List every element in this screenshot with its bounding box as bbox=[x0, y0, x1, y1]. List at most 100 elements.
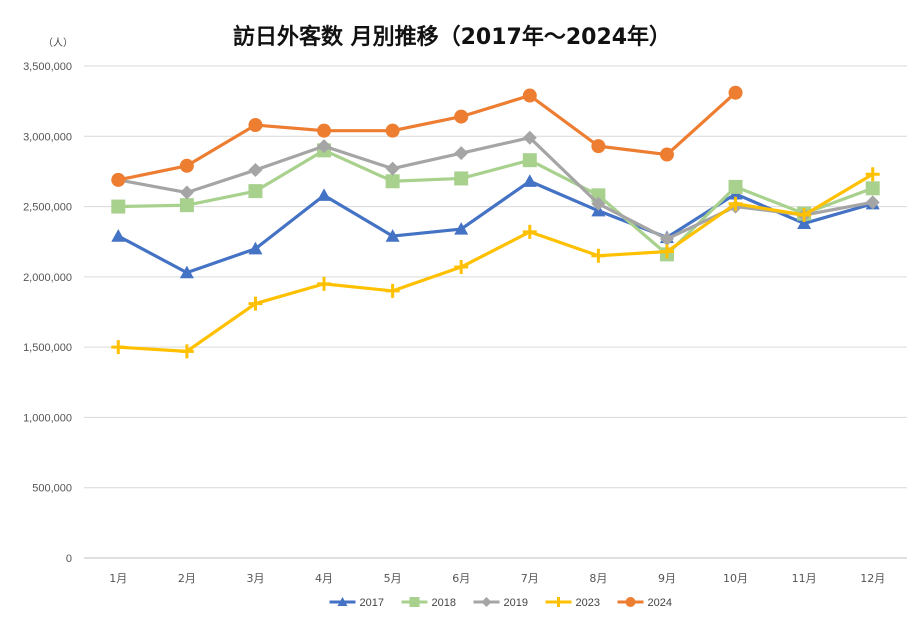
y-tick-label: 2,500,000 bbox=[23, 202, 72, 214]
data-point-2024 bbox=[111, 172, 126, 187]
data-point-2023 bbox=[317, 276, 332, 291]
series-2024 bbox=[111, 85, 743, 187]
data-point-2018 bbox=[865, 181, 880, 196]
series-line-2023 bbox=[118, 172, 874, 353]
data-point-2024 bbox=[385, 123, 400, 138]
data-point-2018 bbox=[522, 153, 537, 168]
data-point-2023 bbox=[865, 167, 880, 182]
x-tick-label: 9月 bbox=[658, 572, 676, 585]
data-point-2023 bbox=[454, 260, 469, 275]
data-point-2019 bbox=[591, 196, 606, 211]
data-point-2024 bbox=[728, 85, 743, 100]
legend-item-2019: 2019 bbox=[473, 597, 528, 609]
legend-marker bbox=[625, 597, 636, 607]
y-tick-label: 1,500,000 bbox=[23, 342, 72, 354]
data-point-2024 bbox=[454, 109, 469, 124]
data-point-2024 bbox=[248, 118, 263, 133]
data-point-2024 bbox=[179, 158, 194, 173]
data-point-2018 bbox=[728, 179, 743, 194]
x-axis-ticks: 1月 2月 3月 4月 5月 6月 7月 8月 9月 10月 11月 12月 bbox=[109, 572, 885, 585]
legend-label: 2019 bbox=[504, 597, 528, 609]
data-point-2019 bbox=[179, 185, 194, 200]
series-2019 bbox=[111, 130, 880, 246]
data-point-2017 bbox=[248, 241, 263, 255]
series-line-2018 bbox=[118, 148, 874, 256]
x-tick-label: 6月 bbox=[452, 572, 470, 585]
legend-label: 2018 bbox=[432, 597, 456, 609]
data-point-2018 bbox=[248, 184, 263, 199]
x-tick-label: 4月 bbox=[315, 572, 333, 585]
series-2017 bbox=[111, 174, 880, 279]
data-point-2017 bbox=[317, 188, 332, 201]
x-tick-label: 2月 bbox=[178, 572, 196, 585]
data-point-2023 bbox=[248, 296, 263, 311]
data-point-2023 bbox=[659, 244, 674, 259]
legend-marker bbox=[337, 597, 348, 606]
y-tick-label: 500,000 bbox=[32, 483, 72, 495]
data-point-2024 bbox=[522, 88, 537, 103]
x-tick-label: 3月 bbox=[246, 572, 264, 585]
y-tick-label: 2,000,000 bbox=[23, 272, 72, 284]
legend-item-2024: 2024 bbox=[617, 597, 672, 609]
data-point-2023 bbox=[728, 196, 743, 211]
data-point-2018 bbox=[179, 198, 194, 213]
data-point-2019 bbox=[522, 130, 537, 145]
x-tick-label: 10月 bbox=[723, 572, 748, 585]
data-point-2023 bbox=[591, 248, 606, 263]
y-tick-label: 1,000,000 bbox=[23, 412, 72, 424]
legend-marker bbox=[553, 597, 564, 607]
data-point-2019 bbox=[454, 146, 469, 161]
data-point-2019 bbox=[385, 161, 400, 176]
x-tick-label: 8月 bbox=[589, 572, 607, 585]
legend-label: 2017 bbox=[360, 597, 384, 609]
y-tick-label: 0 bbox=[66, 553, 72, 565]
data-point-2023 bbox=[179, 344, 194, 359]
legend-item-2018: 2018 bbox=[401, 597, 456, 609]
y-axis-unit-label: （人） bbox=[43, 37, 73, 49]
series-line-2024 bbox=[117, 91, 737, 182]
data-point-2017 bbox=[454, 222, 469, 235]
data-point-2017 bbox=[111, 229, 126, 242]
chart-title: 訪日外客数 月別推移（2017年～2024年） bbox=[233, 24, 671, 50]
y-tick-label: 3,000,000 bbox=[23, 131, 72, 143]
series-line-2019 bbox=[118, 136, 873, 241]
x-tick-label: 11月 bbox=[792, 572, 817, 585]
series-2023 bbox=[111, 167, 880, 359]
data-point-2018 bbox=[111, 199, 126, 214]
data-point-2023 bbox=[111, 340, 126, 355]
data-point-2023 bbox=[385, 283, 400, 298]
data-point-2019 bbox=[865, 195, 880, 210]
data-point-2017 bbox=[522, 174, 537, 187]
x-tick-label: 5月 bbox=[384, 572, 402, 585]
legend-label: 2023 bbox=[576, 597, 600, 609]
legend-marker bbox=[409, 597, 420, 607]
data-point-2024 bbox=[317, 123, 332, 138]
data-point-2023 bbox=[522, 224, 537, 239]
series-2018 bbox=[111, 143, 880, 262]
data-point-2017 bbox=[385, 229, 400, 242]
series-line-2017 bbox=[117, 179, 874, 275]
x-tick-label: 1月 bbox=[109, 572, 127, 585]
data-point-2019 bbox=[317, 139, 332, 154]
data-point-2019 bbox=[659, 231, 674, 246]
data-point-2018 bbox=[385, 174, 400, 189]
legend-item-2017: 2017 bbox=[329, 597, 384, 609]
data-point-2024 bbox=[659, 147, 674, 162]
data-point-2023 bbox=[797, 208, 812, 223]
y-axis-ticks: 0 500,000 1,000,000 1,500,000 2,000,000 2,500… bbox=[23, 61, 72, 565]
x-tick-label: 7月 bbox=[521, 572, 539, 585]
x-tick-label: 12月 bbox=[860, 572, 885, 585]
legend-label: 2024 bbox=[648, 597, 672, 609]
series-lines bbox=[111, 85, 880, 359]
data-point-2017 bbox=[179, 265, 194, 279]
legend-item-2023: 2023 bbox=[545, 597, 600, 609]
legend-marker bbox=[481, 597, 492, 607]
legend: 2017 2018 2019 2023 2024 bbox=[329, 597, 672, 609]
data-point-2024 bbox=[591, 139, 606, 154]
data-point-2018 bbox=[454, 171, 469, 186]
y-tick-label: 3,500,000 bbox=[23, 61, 72, 73]
gridlines bbox=[84, 65, 907, 559]
data-point-2019 bbox=[248, 163, 263, 178]
data-point-2017 bbox=[797, 216, 812, 230]
